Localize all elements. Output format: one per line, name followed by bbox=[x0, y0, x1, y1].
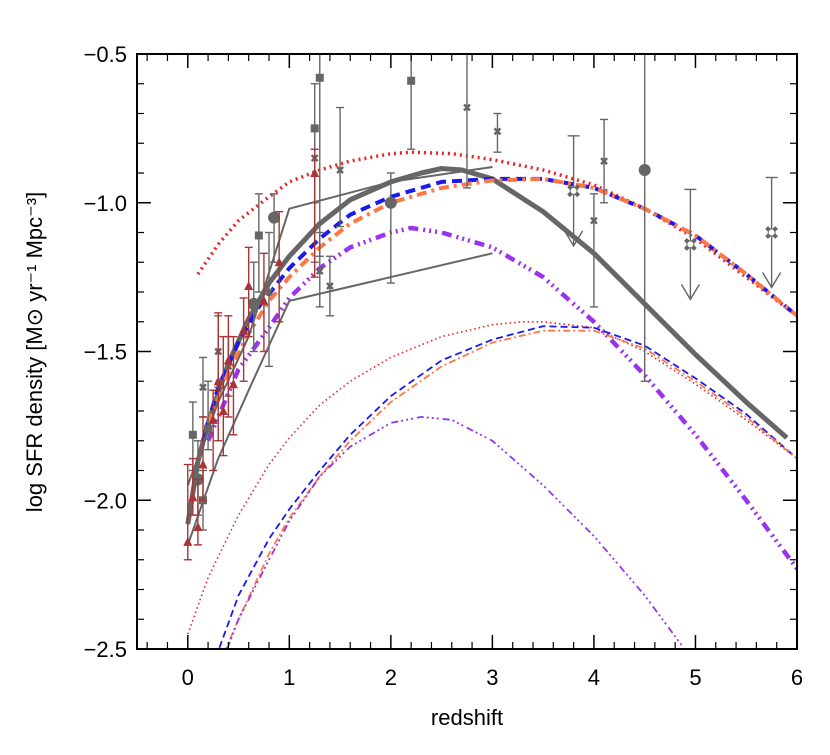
data-point-triangle bbox=[213, 312, 223, 442]
ticks-layer: 0 1 2 3 4 5 6 −2.5 −2.0 −1.5 −1.0 −0.5 bbox=[84, 42, 804, 690]
circle-marker bbox=[268, 211, 281, 224]
series-line-5-thin-dotted bbox=[187, 321, 797, 635]
data-point-xcircle bbox=[762, 176, 782, 289]
x-tick-label: 0 bbox=[182, 665, 194, 690]
data-point-xcircle bbox=[564, 135, 584, 248]
data-point-triangle bbox=[274, 210, 284, 323]
data-point-xsmall bbox=[463, 54, 471, 189]
cross-marker bbox=[265, 288, 273, 296]
data-point-xsmall bbox=[336, 106, 345, 228]
x-tick-label: 5 bbox=[689, 665, 701, 690]
upper-limit-arrow bbox=[762, 272, 782, 289]
triangle-marker bbox=[239, 325, 249, 335]
data-point-triangle bbox=[228, 335, 238, 436]
data-point-xsmall bbox=[600, 118, 609, 204]
triangle-marker bbox=[188, 492, 198, 502]
square-marker bbox=[407, 76, 416, 85]
square-marker bbox=[254, 231, 263, 240]
data-point-xsmall bbox=[199, 356, 207, 418]
circle-marker bbox=[638, 164, 651, 177]
cross-center bbox=[767, 228, 776, 237]
data-point-triangle bbox=[223, 315, 233, 418]
y-axis-label: log SFR density [M⊙ yr⁻¹ Mpc⁻³] bbox=[22, 192, 47, 512]
data-point-triangle bbox=[259, 252, 269, 353]
data-point-xsmall bbox=[315, 231, 324, 308]
series-line-3-thick-dashdot bbox=[206, 176, 797, 424]
x-tick-label: 4 bbox=[588, 665, 600, 690]
series-line-4-thick-dashdotdot bbox=[206, 225, 797, 571]
x-tick-label: 1 bbox=[283, 665, 295, 690]
x-tick-label: 2 bbox=[385, 665, 397, 690]
triangle-marker bbox=[213, 376, 223, 386]
triangle-marker bbox=[208, 414, 218, 424]
cross-marker bbox=[600, 157, 608, 165]
data-point-triangle bbox=[198, 416, 208, 501]
y-tick-label: −1.0 bbox=[84, 191, 127, 216]
x-axis-label: redshift bbox=[431, 705, 503, 730]
data-point-square bbox=[407, 54, 416, 150]
y-tick-label: −2.0 bbox=[84, 488, 127, 513]
cross-center bbox=[569, 186, 578, 195]
data-point-square bbox=[254, 193, 263, 293]
data-point-triangle bbox=[218, 335, 228, 457]
data-point-xcircle bbox=[680, 188, 700, 301]
x-tick-label: 6 bbox=[791, 665, 803, 690]
data-point-xsmall bbox=[265, 231, 273, 368]
cross-marker bbox=[463, 103, 471, 112]
triangle-marker bbox=[223, 355, 233, 365]
triangle-marker bbox=[218, 406, 228, 415]
circle-marker bbox=[247, 297, 260, 310]
square-marker bbox=[315, 73, 324, 82]
circle-marker bbox=[384, 196, 397, 209]
cross-marker bbox=[199, 383, 207, 392]
data-point-triangle bbox=[188, 457, 198, 516]
data-point-xsmall bbox=[589, 193, 598, 308]
data-point-circle bbox=[638, 54, 651, 382]
square-marker bbox=[188, 430, 197, 439]
series-line-8-thin-dashdotdot bbox=[226, 416, 686, 649]
data-point-triangle bbox=[310, 148, 320, 278]
y-tick-label: −1.5 bbox=[84, 340, 127, 365]
data-point-circle bbox=[268, 193, 281, 263]
series-line-1-thick-dotted bbox=[196, 150, 797, 318]
series-line-6-thin-dashed bbox=[218, 325, 797, 649]
plot-area bbox=[183, 54, 797, 649]
triangle-marker bbox=[228, 379, 238, 389]
triangle-marker bbox=[244, 281, 254, 291]
points-layer bbox=[183, 54, 782, 561]
data-point-xsmall bbox=[493, 112, 502, 153]
cross-marker bbox=[590, 216, 598, 225]
series-line-7-thin-dashdot bbox=[224, 329, 797, 649]
triangle-marker bbox=[198, 459, 208, 469]
data-point-circle bbox=[247, 261, 260, 353]
data-point-triangle bbox=[244, 246, 254, 338]
upper-limit-arrow bbox=[564, 230, 584, 248]
data-point-xsmall bbox=[325, 255, 334, 317]
triangle-marker bbox=[193, 522, 203, 532]
x-tick-label: 3 bbox=[486, 665, 498, 690]
data-point-circle bbox=[384, 172, 397, 284]
cross-marker bbox=[326, 282, 334, 290]
cross-marker bbox=[315, 267, 324, 276]
data-point-triangle bbox=[239, 297, 249, 382]
data-point-triangle bbox=[193, 478, 203, 546]
square-marker bbox=[204, 424, 213, 433]
triangle-marker bbox=[274, 257, 284, 267]
cross-marker bbox=[336, 166, 344, 174]
triangle-marker bbox=[183, 536, 193, 546]
series-line-10-envelope bbox=[186, 252, 493, 546]
data-point-triangle bbox=[183, 463, 193, 561]
data-point-triangle bbox=[208, 389, 218, 472]
y-tick-label: −2.5 bbox=[84, 637, 127, 662]
triangle-marker bbox=[310, 168, 320, 177]
cross-center bbox=[686, 240, 695, 249]
series-line-2-thick-dashed bbox=[201, 176, 797, 442]
cross-marker bbox=[493, 127, 502, 136]
y-tick-label: −0.5 bbox=[84, 42, 127, 67]
upper-limit-arrow bbox=[680, 284, 700, 301]
data-point-square bbox=[204, 380, 213, 451]
triangle-marker bbox=[259, 295, 269, 305]
